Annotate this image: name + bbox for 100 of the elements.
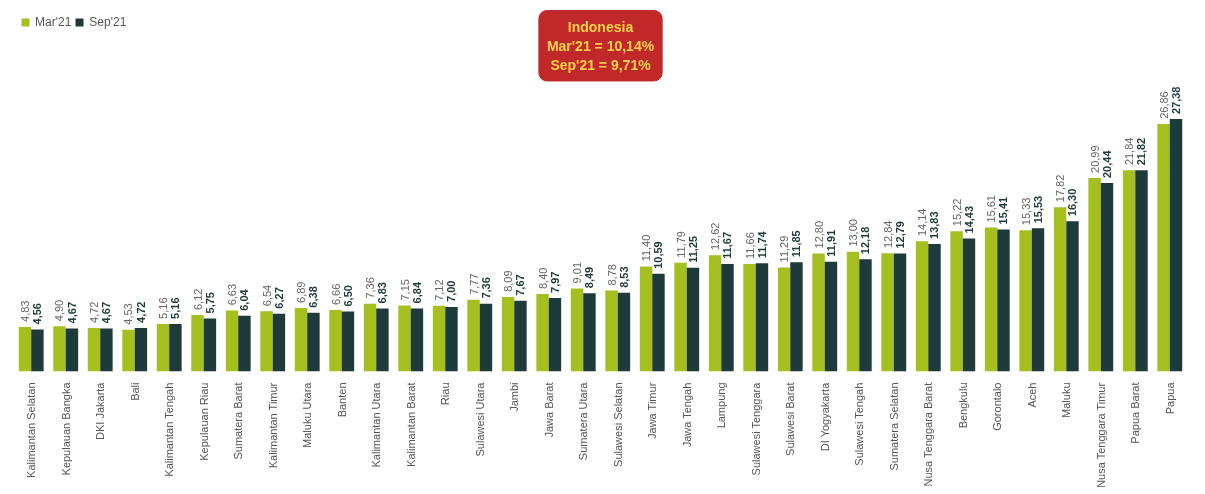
data-label: 8,40 — [536, 267, 549, 290]
bar — [53, 326, 66, 372]
data-label: 11,91 — [824, 229, 837, 257]
x-tick-label: Sumatera Utara — [577, 381, 590, 461]
bar — [31, 329, 44, 372]
bar — [1053, 207, 1067, 372]
data-label: 15,61 — [985, 195, 998, 223]
x-tick-label: Jawa Timur — [646, 382, 659, 439]
bar — [1031, 228, 1045, 372]
bar — [260, 311, 273, 372]
data-label: 20,44 — [1101, 149, 1113, 179]
data-label: 4,67 — [100, 301, 113, 324]
bar — [225, 310, 239, 372]
data-label: 11,66 — [743, 232, 756, 259]
bar — [812, 253, 825, 372]
bar — [790, 262, 803, 372]
bar — [238, 315, 251, 372]
x-tick-label: Sumatera Selatan — [887, 382, 900, 471]
bar — [859, 259, 872, 372]
data-label: 4,56 — [31, 302, 44, 325]
data-label: 15,22 — [950, 198, 963, 227]
bar — [307, 312, 320, 372]
bar — [639, 266, 653, 372]
bar — [846, 251, 860, 372]
data-label: 12,18 — [859, 226, 872, 255]
bar — [605, 290, 618, 372]
data-label: 5,75 — [203, 292, 216, 314]
x-tick-label: Sulawesi Selatan — [611, 382, 624, 467]
data-label: 6,54 — [260, 284, 273, 307]
data-label: 7,67 — [514, 274, 527, 296]
data-label: 6,66 — [329, 283, 342, 306]
data-label: 20,99 — [1088, 145, 1101, 173]
bar — [122, 329, 135, 372]
bar — [1169, 119, 1183, 372]
legend-label: Sep'21 — [89, 15, 127, 29]
bar — [1100, 183, 1114, 372]
x-tick-label: Maluku — [1060, 382, 1073, 418]
x-tick-label: Banten — [335, 382, 348, 418]
x-tick-label: Papua Barat — [1129, 382, 1142, 444]
bar — [652, 273, 665, 372]
x-tick-label: Sumatera Barat — [232, 382, 245, 460]
data-label: 4,90 — [53, 299, 66, 322]
bar — [294, 307, 308, 372]
x-tick-label: Jawa Barat — [542, 382, 555, 438]
bar — [329, 310, 342, 372]
x-tick-label: Sulawesi Tengah — [853, 382, 866, 466]
data-label: 8,53 — [617, 266, 630, 288]
data-label: 4,83 — [18, 300, 31, 322]
bar — [950, 231, 963, 372]
data-label: 10,59 — [652, 241, 665, 269]
data-label: 7,12 — [433, 279, 446, 301]
data-label: 15,41 — [997, 196, 1010, 225]
x-tick-label: Aceh — [1025, 382, 1038, 408]
bar — [432, 305, 446, 372]
bar — [915, 241, 929, 372]
data-label: 11,79 — [674, 231, 687, 258]
x-tick-label: Kalimantan Barat — [404, 382, 417, 467]
x-tick-label: Bengkulu — [956, 382, 969, 429]
data-label: 14,43 — [962, 205, 975, 234]
data-label: 12,62 — [709, 222, 722, 251]
data-label: 4,53 — [122, 303, 135, 325]
data-label: 21,84 — [1123, 137, 1136, 166]
bar — [87, 327, 101, 372]
x-tick-label: Lampung — [715, 382, 728, 429]
data-label: 9,01 — [571, 261, 584, 284]
bar — [376, 308, 389, 372]
data-label: 7,77 — [467, 273, 480, 295]
text: Indonesia Mar'21 = 10,14% Sep'21 = 9,71% — [546, 18, 655, 73]
data-label: 11,85 — [790, 230, 803, 258]
bar — [583, 293, 596, 372]
bar — [445, 306, 458, 372]
data-label: 13,00 — [847, 219, 860, 247]
data-label: 14,14 — [916, 208, 929, 237]
x-tick-label: Bali — [128, 382, 141, 401]
data-label: 7,36 — [479, 277, 492, 299]
data-label: 12,84 — [881, 220, 894, 249]
data-label: 12,80 — [812, 220, 825, 249]
bar — [203, 318, 217, 372]
bar — [1135, 170, 1148, 372]
x-tick-label: Nusa Tenggara Barat — [922, 382, 935, 487]
bar — [398, 305, 411, 372]
bar — [501, 296, 515, 372]
bar — [1122, 170, 1136, 372]
data-label: 7,36 — [364, 277, 377, 299]
data-label: 6,63 — [226, 283, 239, 306]
x-tick-label: DI Yogyakarta — [818, 381, 831, 452]
data-label: 6,12 — [191, 288, 204, 311]
x-tick-label: DKI Jakarta — [94, 381, 107, 440]
bar — [191, 315, 204, 372]
x-tick-label: Kalimantan Selatan — [25, 382, 38, 478]
bar — [721, 263, 734, 372]
data-label: 6,27 — [272, 287, 285, 309]
bar — [341, 311, 355, 372]
bar — [363, 303, 377, 372]
data-label: 6,38 — [307, 286, 320, 308]
data-label: 11,29 — [778, 235, 791, 263]
x-tick-label: Kalimantan Tengah — [163, 382, 176, 477]
data-label: 5,16 — [157, 297, 169, 319]
data-label: 13,83 — [928, 211, 941, 239]
x-tick-label: Riau — [439, 382, 452, 406]
